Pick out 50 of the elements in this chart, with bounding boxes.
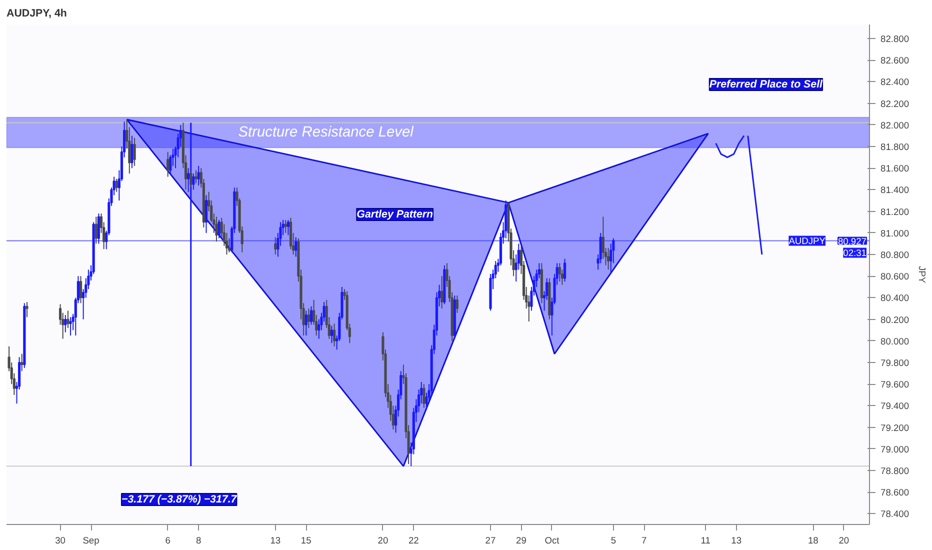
y-axis-title: JPY [917,266,928,284]
band-label: Structure Resistance Level [238,124,414,140]
annotation: AUDJPY [788,236,826,246]
x-tick-label: 7 [642,536,647,546]
x-tick-label: 8 [196,536,202,546]
y-tick-label: 81.600 [880,164,910,174]
x-tick-label: 13 [731,536,742,546]
y-tick-label: 82.400 [880,77,910,88]
annotation: 02:31 [843,248,866,258]
y-tick-label: 79.800 [880,358,910,368]
y-tick-label: 81.800 [880,142,910,152]
x-tick-label: 11 [700,536,710,546]
y-tick-label: 79.000 [880,444,910,454]
y-tick-label: 81.200 [880,206,910,217]
x-tick-label: 5 [610,536,616,546]
y-tick-label: 80.400 [880,293,910,304]
x-tick-label: 20 [838,536,850,546]
y-tick-label: 81.000 [880,228,910,238]
y-tick-label: 82.800 [880,34,910,44]
y-tick-label: 80.000 [880,336,910,346]
y-tick-label: 80.600 [880,272,910,282]
y-tick-label: 78.400 [880,509,910,520]
x-tick-label: Oct [544,536,560,546]
x-tick-label: 15 [300,536,312,546]
y-tick-label: 80.800 [880,250,910,260]
x-tick-label: 22 [408,536,419,546]
y-tick-label: 82.200 [880,98,910,109]
y-tick-label: 80.200 [880,314,910,325]
x-tick-label: 18 [808,536,818,546]
annotation: −3.177 (−3.87%) −317.7 [121,494,238,506]
y-tick-label: 79.400 [880,401,910,412]
x-tick-label: 20 [378,536,388,546]
chart-title: AUDJPY, 4h [6,8,67,20]
y-tick-label: 82.600 [880,56,910,66]
annotation: Gartley Pattern [356,208,434,220]
y-tick-label: 82.000 [880,120,910,130]
x-tick-label: 30 [55,536,66,546]
x-tick-label: 13 [270,536,281,546]
y-tick-label: 78.800 [880,466,910,476]
line-series [715,134,745,158]
y-tick-label: 79.200 [880,422,910,433]
x-tick-label: 29 [516,536,526,546]
ref-line-label: 80.927 [838,236,866,246]
y-tick-label: 78.600 [880,488,910,498]
y-tick-label: 79.600 [880,380,910,390]
x-tick-label: 6 [165,536,170,546]
annotation: Preferred Place to Sell [709,78,824,90]
y-tick-label: 81.400 [880,185,910,196]
x-tick-label: 27 [485,536,496,546]
x-tick-label: Sep [82,536,100,546]
